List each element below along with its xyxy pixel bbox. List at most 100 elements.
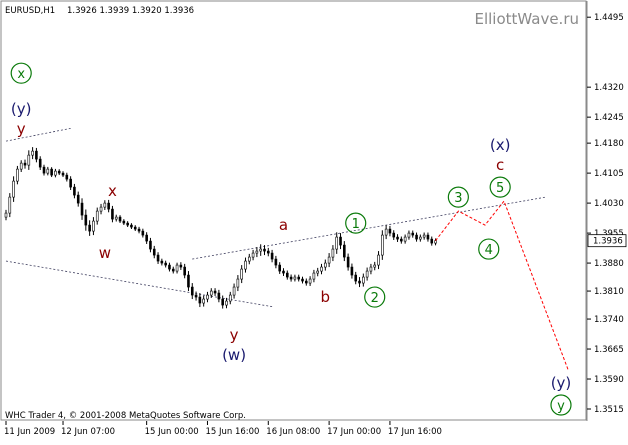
candle (293, 274, 297, 282)
candle (278, 262, 281, 274)
candle (183, 263, 186, 279)
svg-text:b: b (321, 288, 331, 306)
price-tick-label: 1.4245 (594, 113, 624, 123)
candle (411, 230, 415, 238)
candle (206, 291, 209, 303)
candle (377, 251, 380, 270)
candle (255, 247, 259, 258)
time-tick-label: 15 Jun 16:00 (205, 427, 259, 437)
candle (430, 236, 434, 246)
candle (179, 262, 183, 270)
svg-text:y: y (17, 120, 26, 138)
candle (217, 289, 221, 303)
candle (88, 220, 91, 236)
forecast-group (435, 200, 570, 372)
wave-label: 3 (447, 186, 469, 208)
candle (152, 245, 156, 259)
price-tick-label: 1.4180 (594, 139, 624, 149)
candle (73, 183, 76, 199)
price-tick-label: 1.4495 (594, 13, 624, 23)
price-tick-label: 1.3665 (594, 345, 624, 355)
candle (50, 167, 53, 178)
svg-text:3: 3 (454, 191, 462, 206)
wave-label: (y) (11, 100, 32, 118)
candle (198, 293, 202, 308)
time-tick-label: 11 Jun 2009 (4, 427, 55, 437)
candle (400, 236, 403, 244)
candle (289, 274, 293, 282)
wave-label: y (230, 326, 239, 344)
candle (263, 245, 266, 256)
candle (160, 258, 164, 266)
candle (126, 221, 129, 228)
candle (316, 267, 320, 277)
time-tick-label: 17 Jun 00:00 (327, 427, 381, 437)
svg-text:x: x (17, 67, 25, 82)
candle (107, 199, 110, 213)
candle (111, 205, 114, 223)
candle (122, 219, 126, 226)
wave-label: a (279, 216, 288, 234)
price-tick-label: 1.3515 (594, 405, 624, 415)
wave-label: 4 (478, 238, 500, 260)
candle (308, 276, 312, 286)
candle (247, 253, 251, 265)
candle (149, 237, 152, 253)
candle (8, 193, 12, 218)
candle (285, 270, 289, 280)
candle (282, 268, 285, 276)
svg-text:w: w (99, 244, 111, 262)
candle (236, 275, 240, 292)
svg-text:(y): (y) (11, 100, 32, 118)
candle (80, 198, 84, 220)
wave-label: 2 (364, 286, 386, 308)
candle (312, 269, 316, 283)
candle (350, 263, 354, 279)
candle (38, 156, 42, 171)
candle (331, 245, 335, 262)
candle (426, 232, 430, 242)
price-tick-label: 1.3810 (594, 287, 624, 297)
trendlines-group (5, 127, 546, 308)
candle (274, 255, 278, 269)
candle (54, 168, 57, 178)
candle (396, 234, 399, 242)
candle (187, 271, 190, 292)
current-price-box (587, 234, 627, 248)
candle (305, 278, 308, 286)
candle (31, 147, 34, 160)
candle (335, 232, 339, 254)
candle (244, 257, 247, 273)
svg-text:(w): (w) (222, 346, 246, 364)
time-axis-ticks: 11 Jun 2009 12 Jun 07:00 15 Jun 00:00 15 Ju… (4, 421, 442, 437)
candle (171, 266, 175, 274)
candle (84, 209, 88, 231)
price-tick-label: 1.4320 (594, 83, 624, 93)
candle (301, 276, 304, 284)
copyright-footer: WHC Trader 4, © 2001-2008 MetaQuotes Sof… (5, 411, 246, 421)
time-tick-label: 17 Jun 16:00 (388, 427, 442, 437)
candle (358, 277, 361, 288)
price-tick-label: 1.3880 (594, 259, 624, 269)
wave-labels-group: x (y) y x w y (w) a b 1 2 3 4 (x) c 5 (y) y (10, 62, 572, 416)
candle (232, 283, 236, 299)
svg-text:y: y (230, 326, 239, 344)
candle (381, 230, 384, 260)
candle (324, 259, 327, 271)
price-axis-ticks: 1.4495 1.4320 1.4245 1.4180 1.4105 1.4030 1.39… (587, 13, 624, 415)
svg-text:y: y (557, 399, 565, 414)
wave-label: (x) (490, 136, 511, 154)
wave-label: (y) (551, 374, 572, 392)
candle (65, 172, 69, 182)
candle (209, 288, 213, 298)
candle (221, 295, 224, 309)
wave-label: y (550, 394, 572, 416)
forecast-path (435, 200, 570, 372)
candle (228, 291, 232, 305)
candle (403, 234, 407, 244)
candle (419, 234, 422, 242)
candle (92, 217, 95, 236)
svg-text:a: a (279, 216, 288, 234)
candle (202, 295, 205, 307)
